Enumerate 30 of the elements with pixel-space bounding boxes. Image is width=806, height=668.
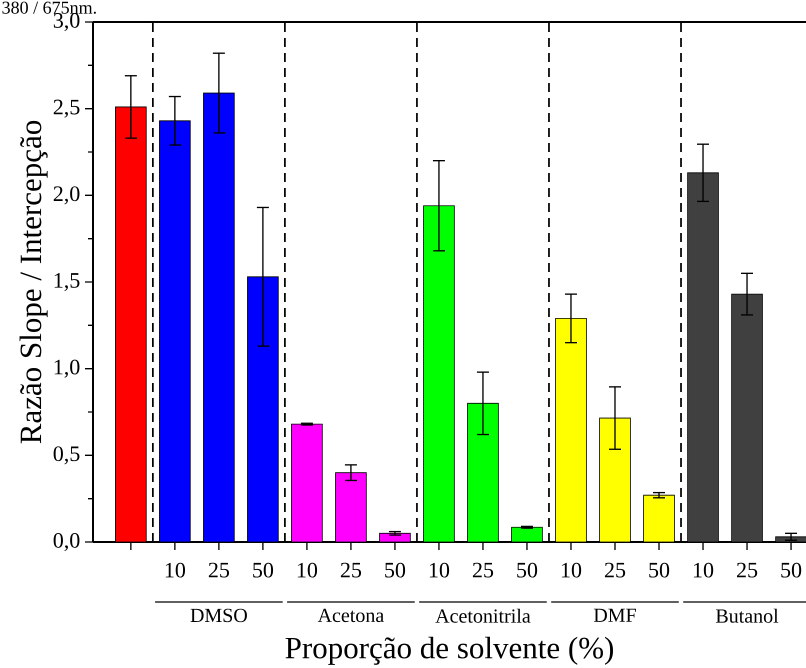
x-tick-label: 10 [298,562,318,578]
x-tick-label: 10 [562,562,582,578]
text: Acetonitrila [435,608,530,623]
x-tick-label: 50 [517,562,538,578]
x-tick-label: 50 [649,562,670,578]
y-tick-label: 1,0 [54,360,80,378]
y-tick-label: 0,5 [54,446,80,464]
x-tick-label: 10 [694,562,714,578]
text: 380 / 675nm. [2,2,96,14]
y-axis-title: Razão Slope / Intercepção [20,120,48,444]
y-tick-label: 2,0 [54,186,80,204]
x-tick-label: 50 [385,562,406,578]
text: Acetona [318,608,384,622]
y-tick-label: 3,0 [54,12,80,32]
text: DMF [594,608,636,622]
y-tick-label: 2,5 [54,100,80,118]
x-tick-label: 25 [604,562,626,578]
x-tick-label: 10 [430,562,450,578]
y-tick-label: 1,5 [54,273,80,291]
x-tick-label: 50 [253,562,274,578]
y-tick-label: 0,0 [54,532,80,552]
x-tick-label: 10 [166,562,186,578]
x-tick-label: 25 [472,562,494,578]
text: DMSO [190,608,247,622]
x-tick-label: 25 [208,562,230,578]
x-axis-title: Proporção de solvente (%) [286,636,613,665]
x-tick-label: 25 [736,562,758,578]
x-tick-label: 50 [781,562,802,578]
text: Butanol [716,608,778,623]
x-tick-label: 25 [340,562,362,578]
